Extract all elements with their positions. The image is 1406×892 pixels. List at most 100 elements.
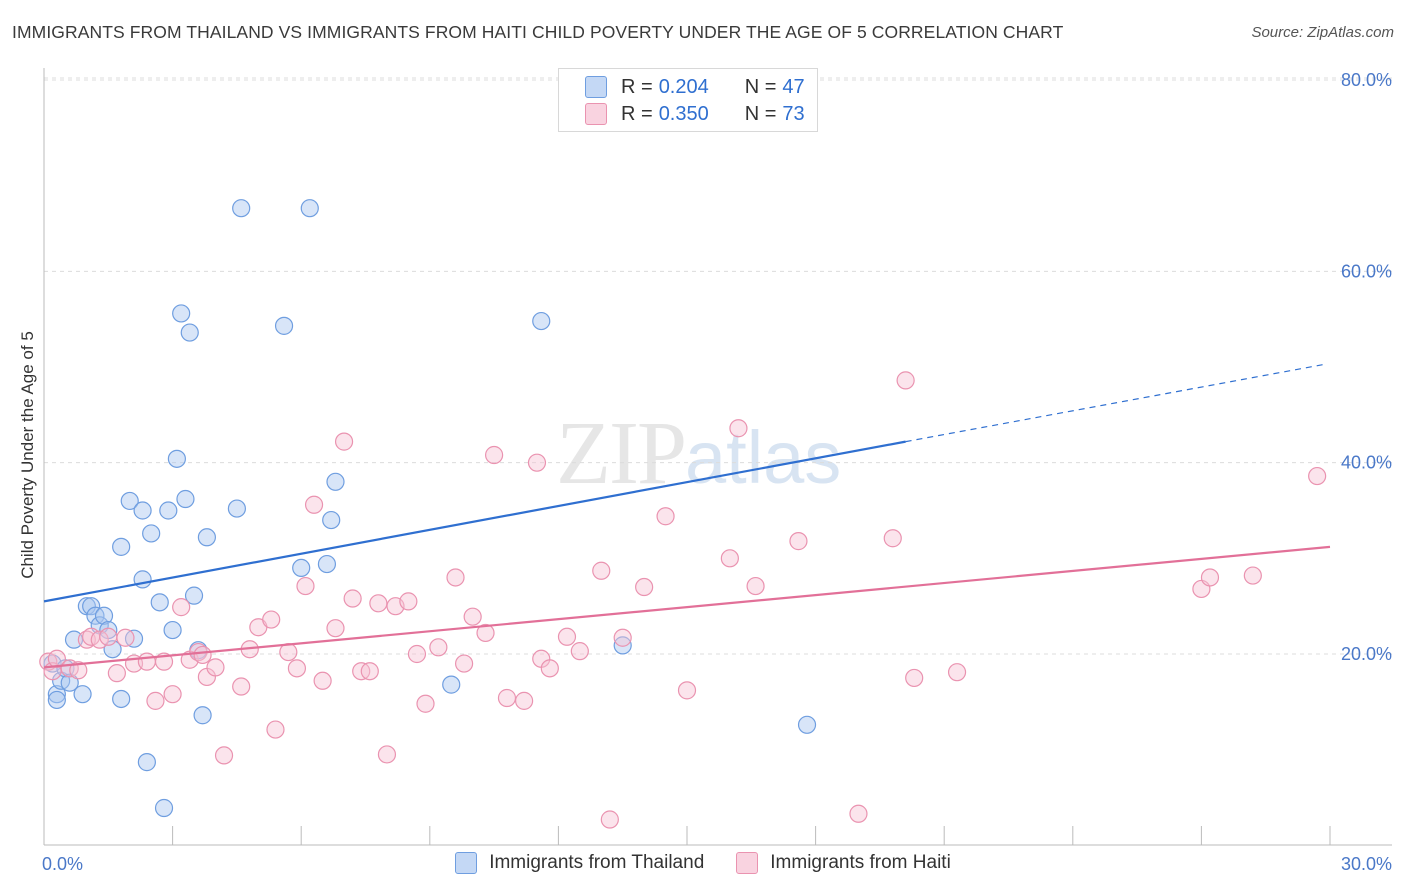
thailand-point (172, 304, 191, 323)
haiti-point (656, 507, 675, 526)
legend-row-haiti: R = 0.350 N = 73 (585, 102, 805, 126)
thailand-point (532, 311, 551, 331)
thailand-trend-line (43, 440, 906, 603)
thailand-point (442, 675, 461, 694)
grid-lines (44, 77, 1392, 655)
y-tick-label: 80.0% (1341, 70, 1392, 90)
haiti-point (399, 592, 418, 611)
thailand-point (82, 597, 101, 616)
thailand-point (300, 199, 319, 218)
thailand-trend-line-extension (905, 363, 1326, 443)
thailand-point (322, 510, 341, 530)
thailand-point (60, 673, 79, 692)
haiti-point (849, 804, 868, 823)
legend-r-value: 0.350 (658, 102, 709, 125)
haiti-point (262, 610, 281, 629)
chart-title: IMMIGRANTS FROM THAILAND VS IMMIGRANTS F… (12, 22, 1064, 42)
haiti-point (896, 371, 915, 390)
haiti-point (232, 677, 251, 696)
haiti-point (463, 607, 482, 626)
legend-r-label: R = (621, 75, 653, 98)
haiti-point (107, 664, 126, 683)
thailand-point (47, 685, 66, 704)
haiti-point (635, 577, 654, 597)
haiti-point (613, 628, 632, 647)
thailand-point (317, 554, 337, 574)
thailand-point (197, 528, 216, 547)
haiti-point (146, 691, 165, 710)
haiti-point (446, 568, 465, 587)
haiti-point (677, 681, 697, 700)
y-tick-label: 60.0% (1341, 261, 1392, 281)
legend-row-thailand: R = 0.204 N = 47 (585, 75, 805, 99)
haiti-point (600, 810, 619, 829)
haiti-point (69, 661, 88, 680)
haiti-point (905, 668, 924, 688)
thailand-point (326, 472, 345, 491)
thailand-point (274, 316, 294, 335)
legend-r-label: R = (621, 102, 653, 125)
thailand-point (797, 715, 817, 734)
haiti-point (789, 532, 808, 551)
thailand-point (142, 524, 161, 543)
series-legend: Immigrants from Thailand Immigrants from… (0, 852, 1406, 874)
haiti-point (313, 671, 332, 690)
haiti-point (527, 453, 547, 472)
haiti-point (377, 745, 397, 764)
haiti-point (1200, 568, 1220, 587)
haiti-point (369, 594, 388, 613)
thailand-point (112, 689, 131, 709)
legend-swatch-thailand (585, 76, 607, 98)
axes (43, 68, 1392, 846)
haiti-point (334, 432, 354, 451)
legend-r-value: 0.204 (658, 75, 709, 98)
haiti-point (883, 529, 902, 548)
thailand-point (613, 636, 632, 655)
thailand-point (176, 489, 195, 509)
haiti-point (214, 746, 234, 765)
haiti-point (343, 589, 362, 608)
thailand-point (120, 491, 139, 511)
thailand-point (137, 753, 156, 772)
haiti-point (287, 659, 307, 678)
thailand-point (184, 586, 204, 605)
legend-n-value: 47 (782, 75, 805, 98)
legend-swatch-haiti (736, 852, 759, 874)
thailand-point (159, 501, 178, 520)
haiti-point (266, 720, 285, 739)
legend-n-label: N = (744, 75, 777, 98)
haiti-point (592, 561, 611, 580)
y-tick-label: 40.0% (1341, 453, 1392, 473)
haiti-point (407, 644, 427, 664)
haiti-point (304, 495, 324, 514)
x-tick-label: 30.0% (1341, 854, 1392, 874)
haiti-point (326, 619, 345, 638)
data-points (39, 199, 1327, 829)
thailand-point (73, 685, 92, 704)
legend-item-thailand: Immigrants from Thailand (455, 852, 704, 874)
haiti-point (206, 658, 225, 677)
haiti-point (99, 627, 118, 646)
thailand-point (133, 501, 152, 520)
haiti-point (570, 642, 589, 661)
thailand-point (133, 570, 152, 589)
haiti-trend-line (43, 545, 1331, 669)
thailand-point (94, 606, 114, 625)
haiti-point (540, 659, 559, 678)
thailand-point (232, 199, 251, 218)
source-label: Source: ZipAtlas.com (1251, 24, 1394, 41)
haiti-point (454, 654, 474, 673)
legend-item-haiti: Immigrants from Haiti (736, 852, 951, 874)
thailand-point (112, 537, 131, 556)
haiti-point (360, 662, 379, 681)
haiti-point (557, 627, 577, 646)
haiti-point (746, 576, 765, 596)
thailand-point (150, 593, 169, 612)
thailand-point (193, 706, 212, 725)
haiti-point (476, 623, 495, 643)
thailand-point (64, 630, 84, 649)
thailand-point (227, 499, 246, 518)
haiti-point (1308, 466, 1327, 486)
thailand-point (154, 798, 174, 818)
